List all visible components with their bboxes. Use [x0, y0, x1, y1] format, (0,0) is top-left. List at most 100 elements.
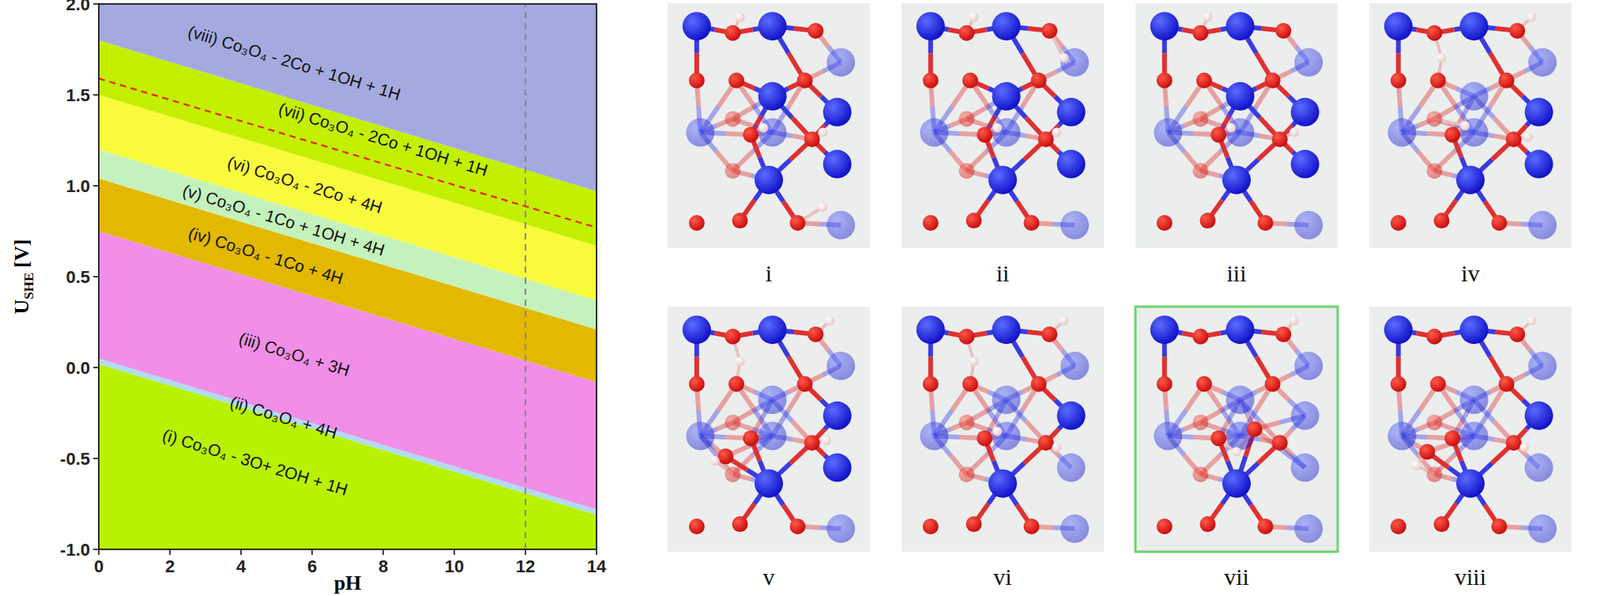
structure-panel [667, 306, 870, 552]
cobalt-atom [1460, 421, 1489, 451]
oxygen-atom [1041, 326, 1058, 343]
cobalt-atom [1294, 210, 1323, 240]
hydrogen-atom [1523, 131, 1533, 142]
oxygen-atom [724, 110, 741, 127]
cobalt-atom [823, 453, 852, 482]
oxygen-atom [1505, 131, 1522, 147]
panel-label: iii [1226, 259, 1247, 287]
y-axis-label-main: U [10, 298, 34, 314]
hydrogen-atom [1289, 316, 1299, 326]
cobalt-atom [1291, 401, 1320, 430]
cobalt-atom [988, 165, 1017, 195]
oxygen-atom [742, 429, 759, 446]
y-tick-label: 0.5 [65, 267, 91, 287]
oxygen-atom [922, 518, 939, 535]
oxygen-atom [1038, 434, 1055, 451]
region-label: (vi) Co₃O₄ - 2Co + 4H [225, 152, 384, 217]
oxygen-atom [688, 376, 705, 392]
panel-label: viii [1454, 563, 1487, 590]
oxygen-atom [804, 434, 821, 451]
panel-background [667, 306, 870, 552]
oxygen-atom [724, 162, 741, 179]
cobalt-atom [1460, 118, 1489, 147]
y-tick [93, 275, 99, 278]
oxygen-atom [1275, 326, 1292, 343]
oxygen-atom [688, 72, 705, 89]
y-tick [93, 548, 99, 550]
oxygen-atom [797, 376, 814, 392]
oxygen-atom [1509, 326, 1525, 343]
oxygen-atom [1156, 214, 1173, 231]
cobalt-atom [758, 11, 787, 41]
hydrogen-atom [1437, 52, 1447, 63]
cobalt-atom [1153, 118, 1183, 147]
oxygen-atom [1264, 72, 1281, 89]
oxygen-atom [1426, 328, 1442, 345]
hydrogen-atom [1231, 447, 1242, 457]
cobalt-atom [1226, 11, 1255, 41]
cobalt-atom [685, 118, 715, 147]
oxygen-atom [962, 376, 979, 392]
oxygen-atom [1196, 72, 1213, 89]
oxygen-atom [1498, 72, 1515, 89]
plot-frame [98, 3, 597, 550]
oxygen-atom [1200, 515, 1216, 532]
oxygen-atom [922, 376, 939, 392]
region-label: (viii) Co₃O₄ - 2Co + 1OH + 1H [185, 22, 403, 104]
oxygen-atom [976, 429, 993, 446]
hydrogen-atom [1519, 442, 1529, 452]
oxygen-atom [1192, 414, 1209, 430]
oxygen-atom [1272, 131, 1288, 147]
structure-panel [901, 3, 1104, 249]
hydrogen-atom [1460, 120, 1470, 131]
oxygen-atom [1257, 214, 1273, 231]
panel-background [1135, 3, 1338, 249]
oxygen-atom [1426, 110, 1442, 127]
oxygen-atom [1246, 421, 1263, 437]
cobalt-atom [1387, 421, 1416, 451]
oxygen-atom [1390, 376, 1407, 392]
x-tick-label: 10 [444, 556, 464, 576]
x-axis-label: pH [334, 571, 362, 595]
cobalt-atom [1057, 150, 1086, 179]
cobalt-atom [758, 118, 787, 147]
hydrogen-atom [1527, 316, 1537, 326]
oxygen-atom [958, 110, 975, 127]
oxygen-atom [1023, 518, 1040, 535]
cobalt-atom [919, 421, 949, 451]
hydrogen-atom [1051, 128, 1062, 138]
cobalt-atom [1222, 165, 1251, 195]
oxygen-atom [724, 414, 741, 430]
cobalt-atom [1226, 118, 1255, 147]
cobalt-atom [916, 315, 945, 344]
hydrogen-atom [817, 128, 828, 138]
oxygen-atom [976, 126, 993, 143]
y-tick-label: -0.5 [60, 448, 91, 469]
cobalt-atom [992, 385, 1021, 415]
oxygen-atom [1426, 414, 1442, 430]
oxygen-atom [1509, 22, 1525, 39]
cobalt-atom [1528, 210, 1557, 240]
cobalt-atom [1460, 82, 1489, 111]
oxygen-atom [728, 376, 745, 392]
oxygen-atom [728, 72, 745, 89]
structure-panel [1135, 3, 1338, 249]
region-label: (vii) Co₃O₄ - 2Co + 1OH + 1H [276, 98, 490, 180]
oxygen-atom [717, 448, 734, 464]
oxygen-atom [1444, 126, 1461, 143]
oxygen-atom [1192, 110, 1209, 127]
oxygen-atom [1426, 466, 1442, 482]
oxygen-atom [688, 518, 705, 535]
oxygen-atom [958, 328, 975, 345]
oxygen-atom [958, 414, 975, 430]
panel-label: iv [1460, 259, 1480, 287]
reference-line [98, 78, 597, 228]
cobalt-atom [992, 11, 1021, 41]
y-tick-label: 0.0 [65, 357, 91, 378]
x-tick-label: 14 [587, 556, 607, 576]
reference-line [524, 3, 527, 550]
cobalt-atom [1528, 514, 1557, 543]
panel-background [901, 306, 1104, 552]
x-tick [382, 549, 384, 555]
cobalt-atom [1060, 210, 1089, 240]
